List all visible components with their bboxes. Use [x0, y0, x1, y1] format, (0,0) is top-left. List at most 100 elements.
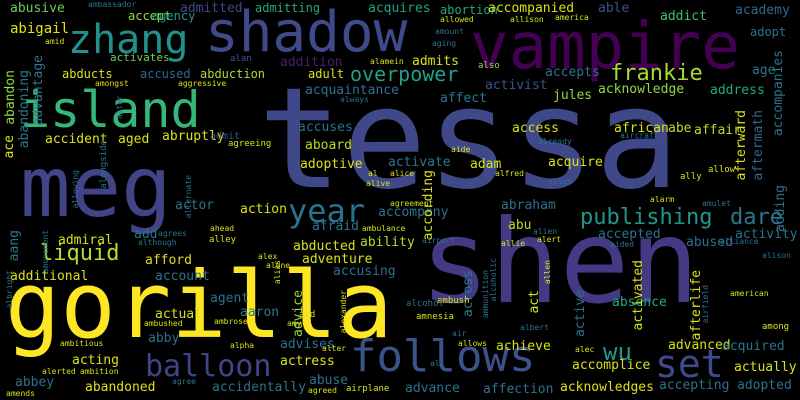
word-ali: ali	[430, 359, 445, 368]
word-acknowledges: acknowledges	[560, 380, 654, 395]
word-already: already	[538, 137, 572, 146]
word-amount: amount	[435, 27, 464, 36]
word-align: align	[548, 177, 573, 186]
word-alerted: alerted	[42, 367, 76, 376]
word-amends: amends	[6, 389, 35, 398]
word-abbey: abbey	[15, 375, 55, 390]
word-activates: activates	[110, 51, 170, 64]
word-achieve: achieve	[496, 339, 551, 354]
word-aged: aged	[118, 132, 150, 147]
word-account: account	[155, 269, 210, 284]
word-activate: activate	[388, 155, 451, 170]
word-alison: alison	[762, 251, 791, 260]
word-abused: abused	[686, 235, 733, 250]
word-advantage: advantage	[31, 55, 46, 126]
word-acknowledge: acknowledge	[598, 82, 685, 97]
word-aide: aide	[451, 145, 471, 154]
word-agree: agree	[172, 377, 197, 386]
word-abigail: abigail	[10, 21, 70, 37]
word-accepts: accepts	[545, 65, 600, 80]
word-alias: alias	[273, 260, 282, 285]
word-alarm: alarm	[650, 195, 675, 204]
word-amusement: amusement	[41, 230, 50, 274]
word-abandoning: abandoning	[17, 70, 32, 149]
word-ace: ace	[2, 135, 17, 159]
word-ahead: ahead	[210, 224, 235, 233]
word-activity: activity	[735, 227, 798, 242]
word-addition: addition	[280, 55, 343, 70]
word-also: also	[478, 61, 500, 71]
word-accusing: accusing	[333, 264, 396, 279]
word-african: african	[614, 121, 669, 136]
word-acquired: acquired	[722, 339, 785, 354]
word-advance: advance	[405, 381, 460, 396]
word-zhang: zhang	[68, 17, 189, 63]
word-ambitious: ambitious	[60, 339, 104, 348]
word-alpha: alpha	[230, 341, 255, 350]
word-acquaintance: acquaintance	[305, 83, 399, 98]
word-agreed: agreed	[308, 386, 337, 395]
word-activist: activist	[485, 78, 548, 93]
word-afford: afford	[145, 253, 192, 268]
word-allowing: allowing	[71, 170, 80, 209]
word-allen: allen	[543, 260, 552, 285]
word-adventure: adventure	[302, 252, 373, 267]
word-aftermath: aftermath	[751, 110, 766, 181]
word-adopted: adopted	[737, 378, 792, 393]
word-overpower: overpower	[350, 62, 459, 86]
word-alert: alert	[537, 235, 562, 244]
word-abandon: abandon	[3, 70, 18, 125]
word-actual: actual	[155, 307, 202, 322]
word-alcoholic: alcoholic	[489, 258, 498, 302]
word-add: add	[134, 227, 158, 242]
word-accompanied: accompanied	[488, 1, 575, 16]
word-airfield: airfield	[701, 285, 710, 324]
word-ability: ability	[360, 235, 415, 250]
word-meg: meg	[20, 138, 172, 236]
word-abandoned: abandoned	[85, 380, 156, 395]
word-abby: abby	[148, 331, 180, 346]
word-activated: activated	[631, 260, 646, 331]
word-additional: additional	[10, 269, 89, 284]
word-admit: admit	[210, 131, 241, 142]
word-aging: aging	[432, 39, 457, 48]
word-accepting: accepting	[659, 378, 730, 393]
word-access: access	[512, 121, 559, 136]
word-abortion: abortion	[440, 3, 498, 17]
word-active: active	[573, 290, 588, 337]
word-acquires: acquires	[368, 1, 431, 16]
word-tessa: tessa	[258, 58, 680, 221]
word-abducted: abducted	[293, 239, 356, 254]
word-allowed: allowed	[440, 15, 474, 24]
word-adam: adam	[470, 157, 502, 172]
word-agrees: agrees	[158, 229, 187, 238]
word-always: always	[340, 95, 369, 104]
word-adopt: adopt	[750, 25, 787, 39]
word-shen: shen	[420, 195, 700, 330]
word-addict: addict	[660, 9, 707, 24]
word-amid: amid	[45, 37, 65, 46]
word-air: air	[452, 329, 467, 338]
word-alien: alien	[533, 227, 558, 236]
word-ambition: ambition	[80, 367, 119, 376]
word-airplane: airplane	[346, 384, 390, 394]
word-adding: adding	[773, 185, 788, 232]
word-wu: wu	[603, 338, 632, 366]
word-accompanies: accompanies	[771, 50, 786, 137]
word-amnesia: amnesia	[416, 312, 454, 322]
word-alliance: alliance	[720, 237, 759, 246]
word-alternate: alternate	[184, 175, 193, 219]
word-set: set	[655, 342, 724, 386]
word-shadow: shadow	[205, 0, 408, 65]
word-liquid: liquid	[40, 241, 120, 266]
word-abu: abu	[508, 218, 532, 233]
word-affection: affection	[483, 382, 554, 397]
word-accompany: accompany	[378, 205, 449, 220]
word-accident: accident	[45, 132, 108, 147]
word-accidentally: accidentally	[212, 380, 306, 395]
word-acting: acting	[72, 353, 119, 368]
word-abducts: abducts	[62, 67, 113, 81]
word-publishing: publishing	[580, 205, 713, 230]
word-agreeing: agreeing	[228, 139, 272, 149]
word-agency: agency	[152, 9, 196, 23]
